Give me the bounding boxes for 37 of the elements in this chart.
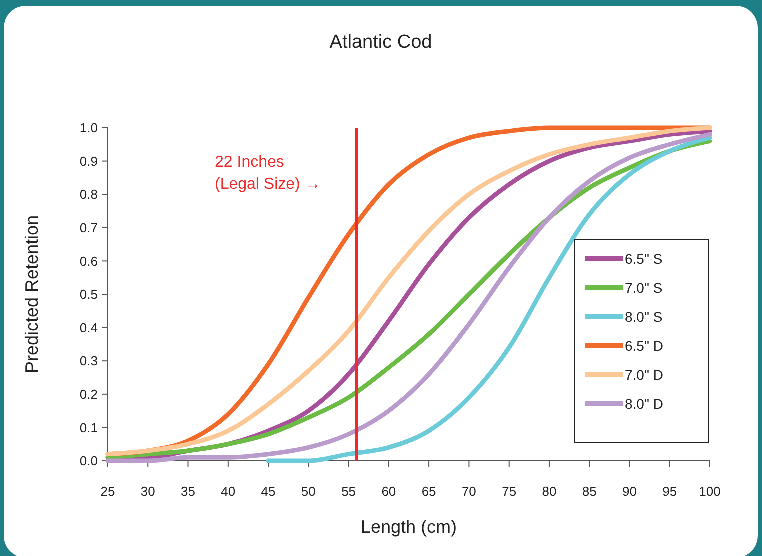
y-tick-label: 0.1: [80, 420, 98, 436]
x-tick-label: 90: [622, 484, 637, 499]
x-tick-label: 40: [221, 484, 236, 499]
legend-label: 6.5" S: [625, 250, 663, 267]
y-tick-label: 0.4: [80, 320, 98, 336]
legend-label: 8.0" D: [625, 396, 664, 412]
chart-title: Atlantic Cod: [330, 32, 432, 53]
x-tick-label: 85: [582, 484, 597, 499]
x-axis-title: Length (cm): [360, 517, 458, 537]
x-tick-label: 70: [462, 484, 476, 499]
x-tick-label: 55: [342, 484, 356, 499]
x-tick-label: 100: [699, 484, 721, 499]
x-tick-label: 60: [382, 484, 396, 499]
y-tick-label: 0.2: [80, 386, 98, 402]
x-tick-label: 50: [301, 484, 316, 499]
y-tick-label: 0.7: [80, 220, 98, 236]
x-tick-label: 45: [261, 484, 276, 499]
y-axis-title: Predicted Retention: [22, 215, 42, 374]
legend-label: 6.5" D: [625, 338, 664, 354]
legend-label: 7.0" S: [625, 280, 663, 296]
y-tick-label: 0.3: [80, 354, 98, 369]
y-tick-label: 0.5: [80, 287, 98, 302]
y-tick-label: 1.0: [80, 120, 98, 136]
y-tick-label: 0.0: [80, 454, 98, 469]
legend-label: 7.0" D: [625, 366, 664, 383]
ref-line-label: 22 Inches (Legal Size) →: [215, 154, 321, 193]
y-tick-label: 0.6: [80, 254, 98, 269]
x-tick-label: 25: [100, 484, 116, 499]
x-tick-label: 35: [181, 484, 196, 499]
y-tick-label: 0.9: [80, 154, 98, 169]
y-tick-label: 0.8: [80, 187, 98, 202]
x-tick-label: 30: [140, 484, 156, 499]
x-tick-label: 80: [542, 484, 557, 499]
x-tick-label: 95: [662, 484, 678, 499]
x-tick-label: 65: [422, 484, 436, 499]
x-tick-label: 75: [502, 484, 517, 499]
legend-label: 8.0" S: [625, 308, 663, 325]
